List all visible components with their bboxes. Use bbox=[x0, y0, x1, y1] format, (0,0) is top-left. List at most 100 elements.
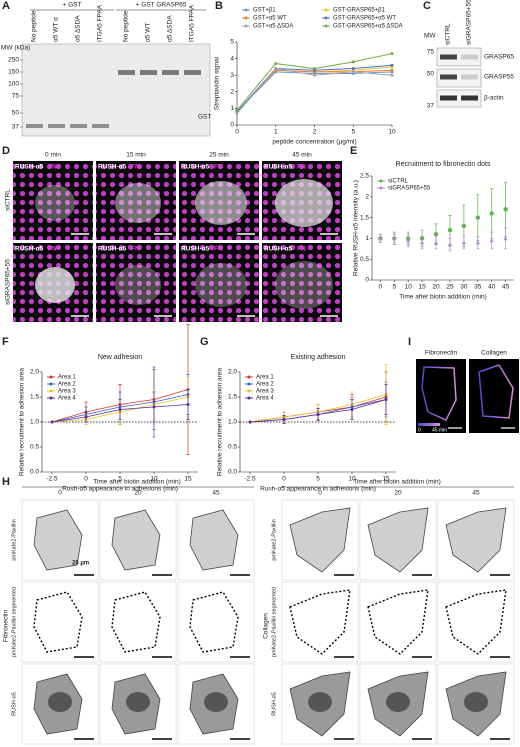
y-tick-label: 1.5 bbox=[360, 214, 369, 221]
channel-label: FN bbox=[297, 246, 306, 253]
marker bbox=[433, 240, 439, 245]
marker bbox=[350, 408, 354, 411]
time-label: 20 bbox=[394, 490, 402, 497]
lane-label: No peptide bbox=[31, 10, 38, 42]
marker bbox=[50, 420, 54, 424]
marker bbox=[248, 420, 252, 424]
mw-label: MW bbox=[424, 33, 436, 40]
row-label: pmKate2-Paxillin bbox=[271, 519, 277, 560]
time-label: 25 min bbox=[209, 152, 229, 159]
x-tick-label: 45 bbox=[502, 284, 510, 291]
panel-letter: B bbox=[215, 0, 223, 12]
band bbox=[440, 54, 457, 60]
scale-label: 20 µm bbox=[72, 561, 89, 567]
cell bbox=[367, 507, 429, 573]
y-tick-label: 2 bbox=[230, 89, 234, 96]
legend-label: siGRASP65+55 bbox=[388, 186, 431, 192]
series-line bbox=[236, 71, 393, 113]
panel-letter: G bbox=[200, 336, 209, 348]
y-tick-label: 2 bbox=[365, 194, 369, 201]
time-label: 0 bbox=[318, 490, 322, 497]
channel-label: RUSH-α5 bbox=[15, 246, 44, 253]
y-axis-label: Streptavidin signal bbox=[214, 56, 221, 110]
channel-label: FN bbox=[297, 164, 306, 171]
band bbox=[140, 70, 157, 75]
marker bbox=[152, 405, 156, 409]
y-tick-label: 2.5 bbox=[360, 173, 369, 180]
band bbox=[461, 74, 478, 80]
panel-letter: A bbox=[2, 0, 10, 12]
marker bbox=[433, 232, 439, 237]
lane-label: α5 ΔSDA bbox=[75, 15, 82, 42]
band bbox=[461, 54, 478, 60]
nucleus bbox=[126, 692, 150, 712]
panel-letter: D bbox=[2, 145, 10, 157]
marker bbox=[447, 242, 453, 247]
marker bbox=[503, 207, 508, 212]
marker bbox=[489, 238, 494, 243]
row-label: siCTRL bbox=[5, 189, 12, 211]
marker bbox=[390, 63, 394, 67]
cell bbox=[35, 185, 75, 221]
legend-marker bbox=[324, 8, 328, 12]
marker bbox=[351, 67, 355, 71]
marker bbox=[461, 223, 467, 229]
mw-marker: 150 bbox=[8, 69, 19, 76]
legend-label: Area 1 bbox=[58, 375, 76, 381]
y-tick-label: 1 bbox=[230, 105, 234, 112]
micrograph bbox=[21, 581, 99, 663]
legend-marker bbox=[49, 375, 53, 379]
x-tick-label: 5 bbox=[351, 129, 355, 136]
marker bbox=[392, 236, 397, 241]
mw-marker: 37 bbox=[12, 124, 20, 131]
band bbox=[184, 70, 201, 75]
band bbox=[461, 95, 478, 101]
y-axis-label: Relative RUSH-α5 intensity (a.u.) bbox=[353, 180, 360, 276]
marker bbox=[282, 418, 286, 421]
channel-label: FN bbox=[214, 164, 223, 171]
x-tick-label: 0 bbox=[379, 284, 383, 291]
legend-label: GST+β1 bbox=[253, 8, 276, 14]
y-tick-label: 0.0 bbox=[30, 469, 39, 476]
marker bbox=[384, 398, 388, 401]
lane-label: α5 WT bbox=[145, 23, 152, 42]
x-tick-label: 20 bbox=[432, 284, 440, 291]
mw-label: MW (kDa) bbox=[1, 45, 30, 52]
legend-marker bbox=[247, 396, 251, 400]
cell bbox=[35, 267, 75, 303]
axis-title: Time after biotin addition (min) bbox=[93, 479, 181, 486]
marker bbox=[475, 240, 481, 245]
x-tick-label: 0 bbox=[84, 476, 88, 483]
legend-label: GST-GRASP65+β1 bbox=[333, 8, 386, 14]
lane-label: α5 WT α bbox=[53, 17, 60, 42]
row-label: pmKate2-Paxillin segmented bbox=[11, 587, 17, 657]
group-label: Fibronectin bbox=[3, 610, 10, 643]
x-tick-label: 10 bbox=[348, 476, 356, 483]
cell bbox=[189, 509, 239, 571]
marker bbox=[118, 408, 122, 411]
band-label: GST bbox=[198, 114, 211, 121]
cell bbox=[367, 589, 429, 655]
band-label: GRASP55 bbox=[484, 74, 514, 81]
micrograph bbox=[99, 581, 177, 663]
x-tick-label: 10 bbox=[405, 284, 413, 291]
group-label: + GST GRASP65 bbox=[136, 2, 187, 9]
group-label: Collagen bbox=[263, 613, 270, 639]
y-tick-label: 0 bbox=[365, 277, 369, 284]
marker bbox=[84, 415, 88, 419]
blot-image bbox=[21, 43, 211, 137]
time-label: 45 bbox=[212, 490, 220, 497]
x-tick-label: 35 bbox=[474, 284, 482, 291]
panel-letter: E bbox=[350, 145, 357, 157]
x-axis-label: Time after biotin addition (min) bbox=[399, 294, 487, 301]
cell bbox=[111, 509, 161, 571]
channel-label: RUSH-α5 bbox=[98, 246, 127, 253]
cell bbox=[195, 181, 247, 225]
marker bbox=[313, 67, 316, 71]
channel-label: RUSH-α5 bbox=[264, 246, 293, 253]
marker bbox=[475, 215, 481, 220]
time-label: 45 min bbox=[292, 152, 312, 159]
mw-marker: 75 bbox=[12, 93, 20, 100]
mw-marker: 100 bbox=[8, 81, 19, 88]
x-tick-label: 15 bbox=[382, 476, 390, 483]
